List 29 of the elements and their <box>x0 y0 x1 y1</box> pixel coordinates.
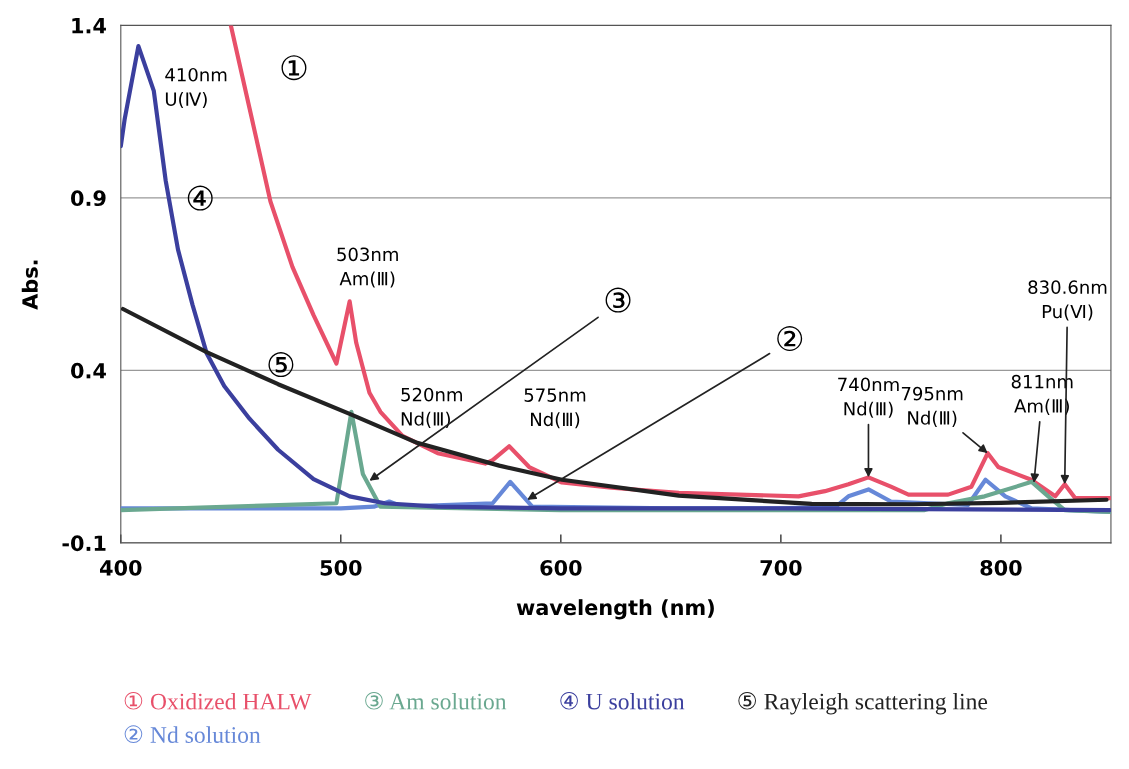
text: ① Oxidized HALW <box>124 691 312 710</box>
line-series <box>120 43 1111 513</box>
y-tick-label: -0.1 <box>62 535 106 552</box>
x-tick-label: 500 <box>320 559 362 576</box>
text: ④ U solution <box>560 691 685 710</box>
text: ③ Am solution <box>365 691 507 710</box>
y-tick-label: 1.4 <box>72 18 106 34</box>
annotation: 795nm Nd(Ⅲ) <box>901 386 963 427</box>
annotation: ⑤ <box>268 352 294 378</box>
text: ② Nd solution <box>124 725 261 743</box>
annotation: ④ <box>187 185 213 211</box>
annotation: 520nm Nd(Ⅲ) <box>401 387 462 428</box>
x-axis-title: wavelength (nm) <box>516 599 714 620</box>
annotation: 575nm Nd(Ⅲ) <box>524 388 586 429</box>
y-tick-label: 0.9 <box>71 190 106 207</box>
annotation: 740nm Nd(Ⅲ) <box>838 377 899 418</box>
x-tick-label: 700 <box>760 559 802 576</box>
y-tick-label: 0.4 <box>71 362 106 379</box>
annotation: 410nm U(Ⅳ) <box>165 67 227 109</box>
x-tick-label: 400 <box>100 559 142 576</box>
annotation: ③ <box>605 287 631 313</box>
text: ⑤ Rayleigh scattering line <box>738 691 988 715</box>
annotation: ① <box>281 55 307 81</box>
annotation: 503nm Am(Ⅲ) <box>337 247 398 288</box>
annotation: ② <box>777 326 803 351</box>
x-tick-label: 600 <box>540 559 582 576</box>
x-tick-label: 800 <box>980 559 1022 576</box>
y-axis-title: Abs. <box>21 260 38 310</box>
annotation: 830.6nm Pu(Ⅵ) <box>1028 280 1107 321</box>
